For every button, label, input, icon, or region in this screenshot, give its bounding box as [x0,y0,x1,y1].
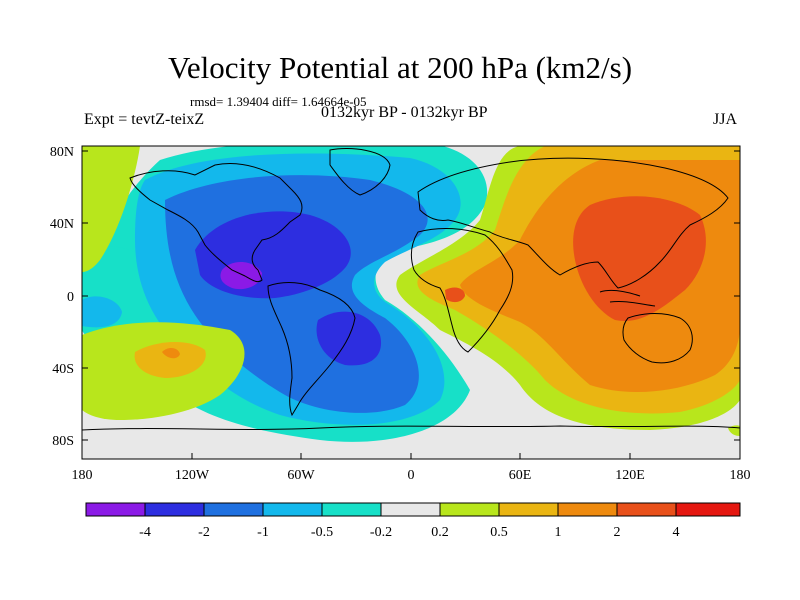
lon-tick: 0 [408,468,415,483]
map-title: Velocity Potential at 200 hPa (km2/s) [167,50,633,85]
lat-tick: 80N [50,145,74,160]
colorbar-box [557,502,618,517]
colorbar-box [380,502,441,517]
colorbar [85,502,741,517]
colorbar-box [262,502,323,517]
colorbar-label: -4 [139,525,151,540]
lon-tick: 60E [509,468,532,483]
colorbar-label: 0.5 [490,525,508,540]
colorbar-box [675,502,741,517]
lon-axis: 180 120W 60W 0 60E 120E 180 [72,468,751,483]
colorbar-label: -0.2 [370,525,392,540]
colorbar-box [144,502,205,517]
contour-pos-05-sw [134,341,206,378]
colorbar-label: 0.2 [431,525,449,540]
colorbar-label: 2 [614,525,621,540]
colorbar-box [616,502,677,517]
contour-neg-2-south [316,311,382,366]
season-label: JJA [713,111,738,128]
lat-axis: 80N 40N 0 40S 80S [50,145,74,449]
contour-pos-1-sw [162,348,180,359]
colorbar-label: -0.5 [311,525,333,540]
tick-marks [82,150,740,459]
contour-pos-2 [573,196,706,321]
coast-australia [622,313,693,364]
coast-south-america [267,282,356,417]
lat-tick: 40S [52,362,74,377]
contour-pos-02-nw [82,146,140,272]
lat-tick: 80S [52,434,74,449]
coast-indonesia [599,289,656,307]
stats-label: rmsd= 1.39404 diff= 1.64664e-05 [190,94,367,109]
coast-north-america [129,162,303,283]
lat-tick: 40N [50,217,74,232]
coast-africa [410,227,514,353]
colorbar-labels: -4 -2 -1 -0.5 -0.2 0.2 0.5 1 2 4 [139,525,679,540]
contour-pos-2-west [445,287,465,303]
colorbar-box [85,502,146,517]
lon-tick: 120E [615,468,645,483]
coast-antarctica [82,425,740,431]
lon-tick: 180 [72,468,93,483]
contour-field [82,146,740,459]
lon-tick: 120W [175,468,210,483]
colorbar-label: 1 [555,525,562,540]
period-label: 0132kyr BP - 0132kyr BP [321,104,488,121]
lat-tick: 0 [67,290,74,305]
lon-tick: 180 [730,468,751,483]
experiment-label: Expt = tevtZ-teixZ [84,111,205,128]
lon-tick: 60W [287,468,315,483]
colorbar-label: 4 [673,525,680,540]
contour-neg-05-pac [82,296,122,328]
colorbar-box [498,502,559,517]
colorbar-label: -2 [198,525,210,540]
colorbar-label: -1 [257,525,269,540]
coast-greenland [329,148,391,196]
colorbar-box [321,502,382,517]
coast-eurasia [417,157,729,289]
colorbar-box [439,502,500,517]
colorbar-box [203,502,264,517]
coastlines [82,148,740,431]
